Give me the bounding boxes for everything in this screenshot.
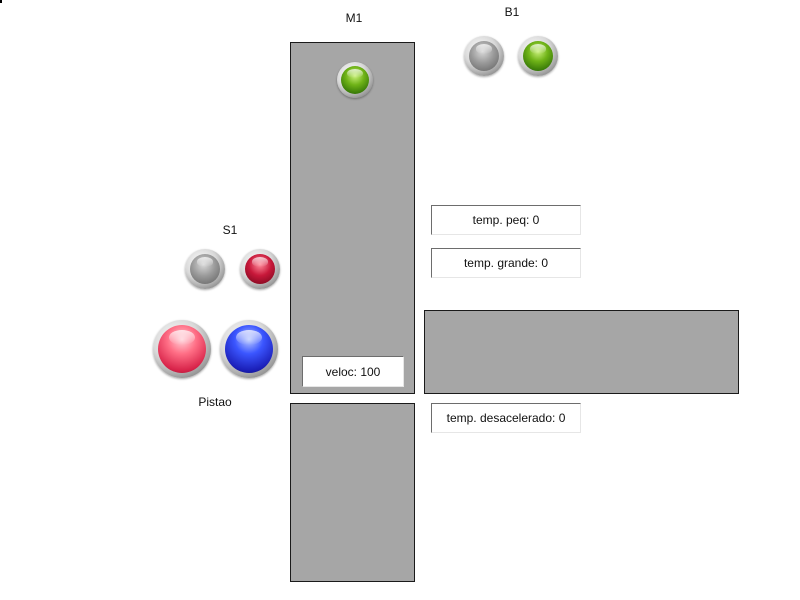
veloc-field[interactable]: veloc: 100 (302, 356, 404, 387)
m1-indicator-lamp (337, 62, 373, 98)
pistao-blue-button[interactable] (220, 320, 278, 378)
side-panel (424, 310, 739, 394)
temp-grande-field[interactable]: temp. grande: 0 (431, 248, 581, 278)
corner-mark (0, 0, 2, 3)
s1-red-light-icon (245, 254, 275, 284)
pistao-pink-button[interactable] (153, 320, 211, 378)
s1-label: S1 (222, 223, 238, 237)
blue-button-icon (225, 325, 273, 373)
b1-on-lamp (518, 36, 558, 76)
m1-panel (290, 42, 415, 394)
b1-green-light-icon (523, 41, 553, 71)
s1-off-lamp (185, 249, 225, 289)
b1-gray-light-icon (469, 41, 499, 71)
m1-label: M1 (345, 11, 363, 25)
b1-label: B1 (504, 5, 520, 19)
pistao-label: Pistao (198, 395, 232, 409)
lower-panel (290, 403, 415, 582)
m1-green-light-icon (341, 66, 369, 94)
b1-off-lamp (464, 36, 504, 76)
temp-desacelerado-field[interactable]: temp. desacelerado: 0 (431, 403, 581, 433)
pink-button-icon (158, 325, 206, 373)
temp-peq-field[interactable]: temp. peq: 0 (431, 205, 581, 235)
s1-on-lamp (240, 249, 280, 289)
s1-gray-light-icon (190, 254, 220, 284)
